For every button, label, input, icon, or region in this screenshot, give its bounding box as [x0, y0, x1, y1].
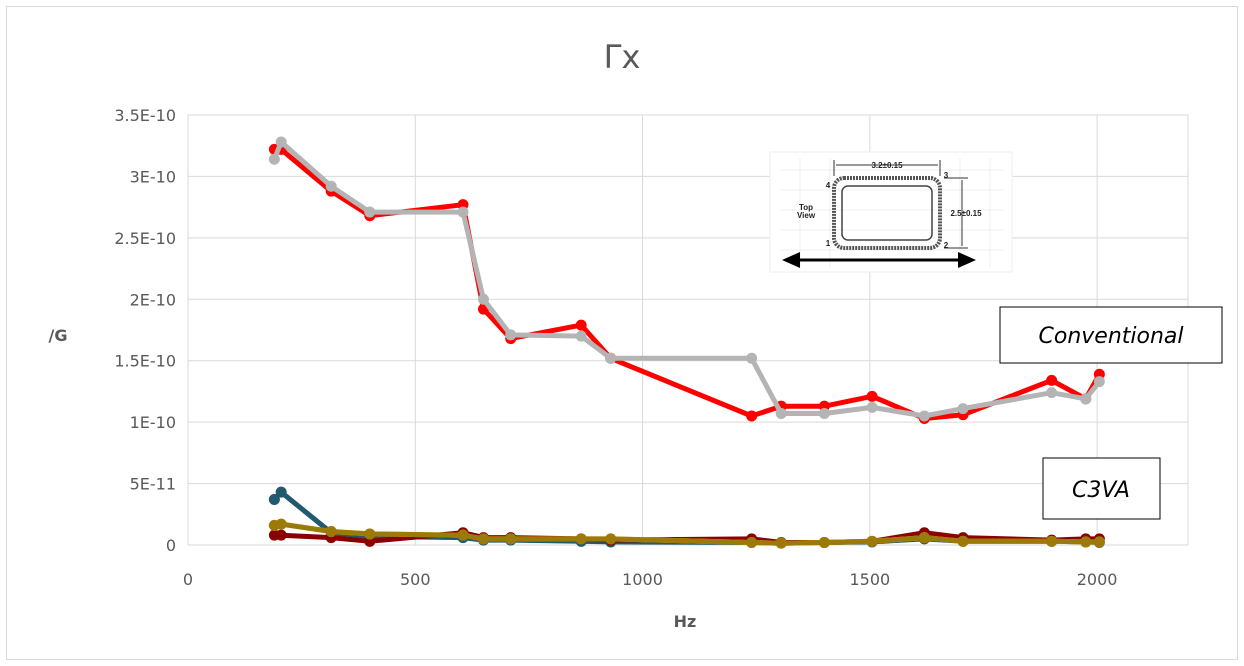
series-2	[268, 136, 1105, 422]
data-point	[775, 408, 787, 420]
chart-title: Γx	[604, 38, 641, 76]
x-tick-label: 2000	[1077, 570, 1118, 589]
inset-pin-2: 2	[944, 241, 949, 250]
data-point	[268, 494, 280, 506]
data-point	[275, 136, 287, 148]
series-line	[271, 146, 1102, 421]
data-point	[818, 408, 830, 420]
data-point	[1080, 536, 1092, 548]
data-point	[605, 533, 617, 545]
data-point	[1093, 536, 1105, 548]
grid-layer	[187, 114, 1189, 546]
data-point	[866, 390, 878, 402]
arrow-left-icon	[782, 252, 800, 268]
data-point	[605, 352, 617, 364]
data-point	[746, 410, 758, 422]
data-point	[275, 518, 287, 530]
series-layer	[268, 136, 1105, 549]
series-line	[271, 139, 1102, 419]
data-point	[477, 293, 489, 305]
y-tick-label: 3E-10	[130, 167, 176, 186]
x-tick-label: 1000	[622, 570, 663, 589]
series-line	[271, 521, 1102, 546]
x-tick-label: 0	[183, 570, 193, 589]
arrow-right-icon	[958, 252, 976, 268]
y-tick-label: 2E-10	[130, 290, 176, 309]
data-point	[866, 535, 878, 547]
c3va-callout: C3VA	[1042, 457, 1161, 520]
inset-top-label: Top	[799, 203, 813, 212]
data-point	[746, 537, 758, 549]
data-point	[866, 401, 878, 413]
data-point	[505, 329, 517, 341]
data-point	[457, 206, 469, 218]
data-point	[364, 206, 376, 218]
data-point	[505, 533, 517, 545]
tick-layer: 0 5E-11 1E-10 1.5E-10 2E-10 2.5E-10 3E-10 3.5E-…	[114, 106, 1117, 589]
inset-view-label: View	[797, 211, 816, 220]
c3va-label: C3VA	[1072, 478, 1130, 503]
series-7	[268, 518, 1105, 549]
inset-pin-4: 4	[826, 181, 831, 190]
x-tick-label: 1500	[849, 570, 890, 589]
data-point	[1046, 374, 1058, 386]
inset-height-label: 2.5±0.15	[950, 209, 982, 218]
data-point	[918, 410, 930, 422]
y-axis-title: /G	[49, 326, 68, 345]
inset-pin-3: 3	[944, 171, 949, 180]
data-point	[1093, 376, 1105, 388]
data-point	[957, 535, 969, 547]
data-point	[457, 529, 469, 541]
data-point	[957, 403, 969, 415]
data-point	[818, 537, 830, 549]
data-point	[575, 330, 587, 342]
data-point	[364, 528, 376, 540]
y-tick-label: 5E-11	[130, 475, 176, 494]
data-point	[325, 180, 337, 192]
x-axis-title: Hz	[674, 612, 697, 631]
data-point	[325, 525, 337, 537]
inset-width-label: 3.2±0.15	[871, 161, 903, 170]
data-point	[275, 486, 287, 498]
y-tick-label: 3.5E-10	[114, 106, 176, 125]
data-point	[477, 533, 489, 545]
y-tick-label: 0	[166, 536, 176, 555]
y-tick-label: 2.5E-10	[114, 229, 176, 248]
conventional-label: Conventional	[1039, 324, 1184, 349]
data-point	[746, 352, 758, 364]
inset-pin-1: 1	[826, 239, 831, 248]
data-point	[575, 533, 587, 545]
data-point	[1046, 387, 1058, 399]
data-point	[575, 319, 587, 331]
data-point	[918, 532, 930, 544]
data-point	[1046, 535, 1058, 547]
conventional-callout: Conventional	[999, 306, 1223, 364]
data-point	[268, 153, 280, 165]
data-point	[1080, 393, 1092, 405]
data-point	[275, 529, 287, 541]
y-tick-label: 1.5E-10	[114, 352, 176, 371]
data-point	[775, 537, 787, 549]
x-tick-label: 500	[400, 570, 431, 589]
y-tick-label: 1E-10	[130, 413, 176, 432]
package-inset-image: 3.2±0.15 2.5±0.15 Top View 1 2 3 4	[769, 151, 1013, 273]
